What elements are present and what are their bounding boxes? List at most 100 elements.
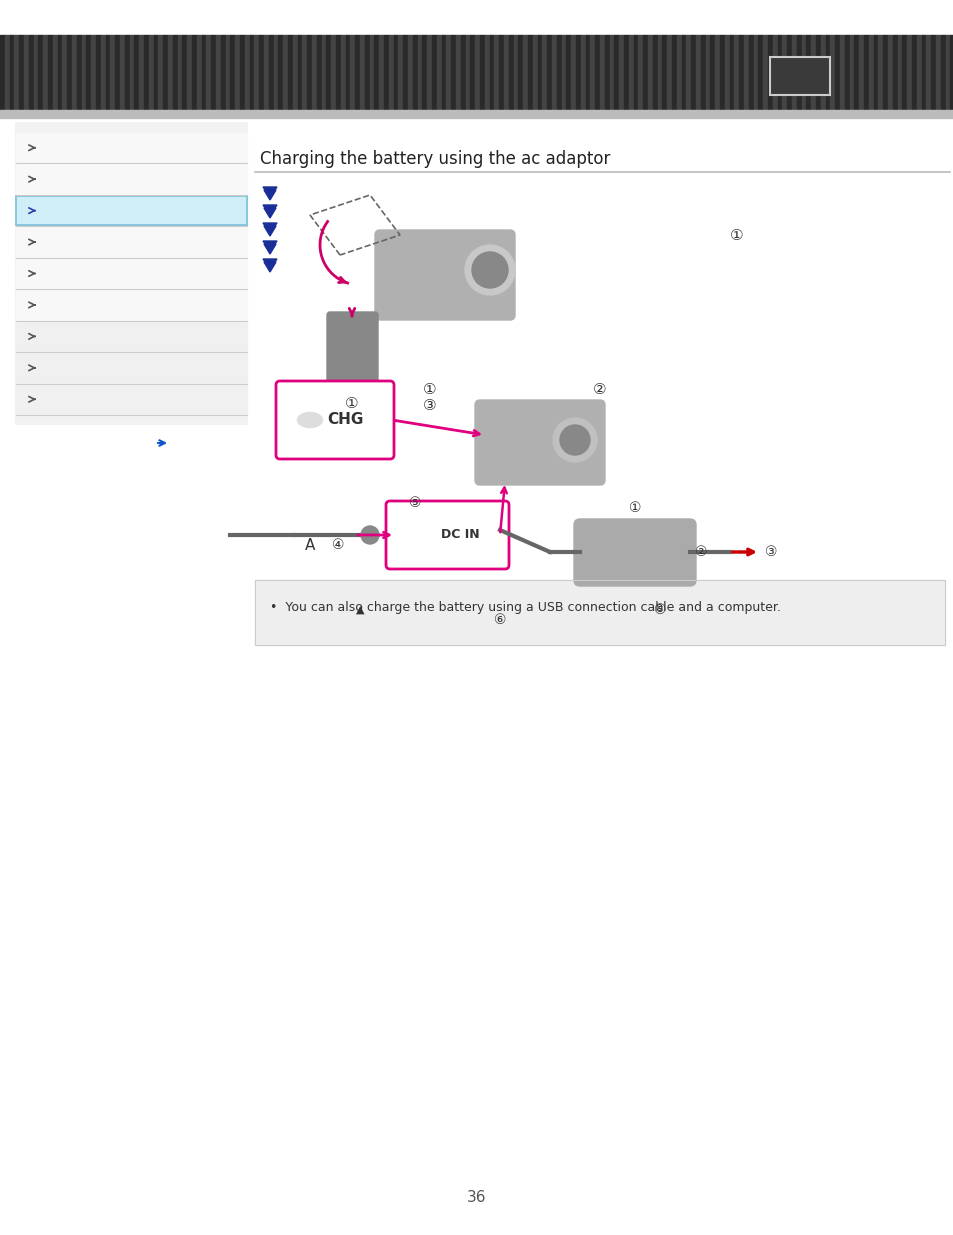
Text: ▲: ▲: [355, 605, 364, 615]
Bar: [225, 35, 231, 110]
Bar: [408, 35, 413, 110]
Bar: [527, 35, 532, 110]
Bar: [326, 35, 331, 110]
Bar: [57, 35, 62, 110]
Bar: [614, 35, 618, 110]
Bar: [940, 35, 944, 110]
Bar: [829, 35, 834, 110]
Bar: [595, 35, 599, 110]
Text: ①: ①: [423, 383, 436, 398]
Bar: [33, 35, 38, 110]
Text: ②: ②: [695, 545, 707, 559]
Bar: [62, 35, 67, 110]
Bar: [413, 35, 417, 110]
Bar: [16, 227, 247, 257]
Text: ③: ③: [764, 545, 777, 559]
Text: Charging the battery using the ac adaptor: Charging the battery using the ac adapto…: [260, 149, 610, 168]
Bar: [378, 35, 384, 110]
Bar: [82, 35, 87, 110]
Bar: [824, 35, 829, 110]
Bar: [557, 35, 561, 110]
Bar: [609, 35, 614, 110]
Bar: [633, 35, 638, 110]
Bar: [16, 259, 247, 288]
Circle shape: [559, 425, 589, 454]
Bar: [887, 35, 892, 110]
Bar: [235, 35, 240, 110]
Bar: [403, 35, 408, 110]
Bar: [398, 35, 403, 110]
Text: •  You can also charge the battery using a USB connection cable and a computer.: • You can also charge the battery using …: [270, 601, 781, 614]
Bar: [0, 35, 5, 110]
Bar: [671, 35, 676, 110]
Bar: [29, 35, 33, 110]
Bar: [470, 35, 475, 110]
Bar: [215, 35, 220, 110]
Bar: [168, 35, 172, 110]
Bar: [456, 35, 460, 110]
Circle shape: [360, 526, 378, 543]
Bar: [949, 35, 953, 110]
Bar: [479, 35, 484, 110]
Bar: [897, 35, 902, 110]
Bar: [465, 35, 470, 110]
Bar: [882, 35, 887, 110]
Bar: [14, 35, 19, 110]
Bar: [288, 35, 293, 110]
Bar: [0, 110, 953, 119]
Bar: [758, 35, 762, 110]
Bar: [427, 35, 432, 110]
Bar: [498, 35, 503, 110]
Bar: [781, 35, 786, 110]
Bar: [206, 35, 211, 110]
FancyBboxPatch shape: [574, 519, 696, 585]
Bar: [935, 35, 940, 110]
FancyBboxPatch shape: [475, 400, 604, 485]
Bar: [566, 35, 571, 110]
Bar: [791, 35, 796, 110]
Bar: [432, 35, 436, 110]
Bar: [16, 164, 247, 194]
Circle shape: [464, 245, 515, 295]
Bar: [700, 35, 705, 110]
Bar: [691, 35, 696, 110]
Bar: [77, 35, 82, 110]
Bar: [355, 35, 359, 110]
Bar: [849, 35, 854, 110]
Polygon shape: [264, 262, 275, 272]
Bar: [484, 35, 489, 110]
Bar: [139, 35, 144, 110]
Bar: [638, 35, 642, 110]
Bar: [394, 35, 398, 110]
Bar: [517, 35, 522, 110]
Bar: [618, 35, 623, 110]
FancyBboxPatch shape: [327, 312, 377, 388]
Bar: [815, 35, 820, 110]
Text: ①: ①: [628, 501, 640, 515]
Bar: [340, 35, 345, 110]
Text: ①: ①: [729, 227, 742, 242]
Bar: [710, 35, 715, 110]
Bar: [647, 35, 652, 110]
Bar: [96, 35, 101, 110]
Bar: [873, 35, 878, 110]
Bar: [892, 35, 897, 110]
Bar: [451, 35, 456, 110]
Bar: [446, 35, 451, 110]
Bar: [316, 35, 321, 110]
Bar: [220, 35, 225, 110]
Bar: [878, 35, 882, 110]
Bar: [657, 35, 661, 110]
Bar: [460, 35, 465, 110]
Bar: [374, 35, 378, 110]
Bar: [537, 35, 542, 110]
Bar: [134, 35, 139, 110]
Bar: [87, 35, 91, 110]
Circle shape: [553, 417, 597, 462]
Bar: [125, 35, 130, 110]
Bar: [19, 35, 24, 110]
Bar: [902, 35, 906, 110]
Bar: [307, 35, 312, 110]
Bar: [250, 35, 254, 110]
Bar: [571, 35, 576, 110]
